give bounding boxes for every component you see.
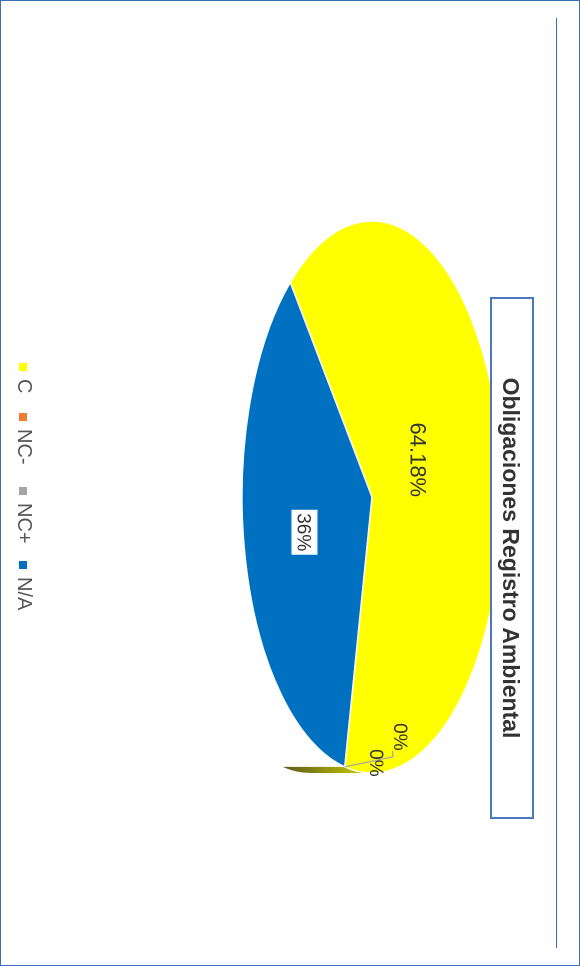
legend-swatch xyxy=(19,561,27,569)
leader-line xyxy=(344,750,394,768)
legend-label: NC+ xyxy=(13,503,35,544)
legend-label: N/A xyxy=(13,577,35,611)
legend-label: NC- xyxy=(13,429,35,465)
chart-title-box xyxy=(490,297,534,819)
data-label-n-a: 36% xyxy=(292,513,313,551)
legend-swatch xyxy=(19,363,27,371)
data-label-box xyxy=(291,509,318,555)
legend-swatch xyxy=(19,413,27,421)
data-label-c: 64.18% xyxy=(405,423,430,498)
chart-title: Obligaciones Registro Ambiental xyxy=(498,378,524,739)
legend-swatch xyxy=(19,487,27,495)
slice-side-c xyxy=(282,766,372,773)
frame-inner-rule xyxy=(556,18,557,948)
legend-label: C xyxy=(13,379,35,393)
data-label-nc-: 0% xyxy=(365,749,386,777)
data-label-nc-: 0% xyxy=(389,723,410,751)
